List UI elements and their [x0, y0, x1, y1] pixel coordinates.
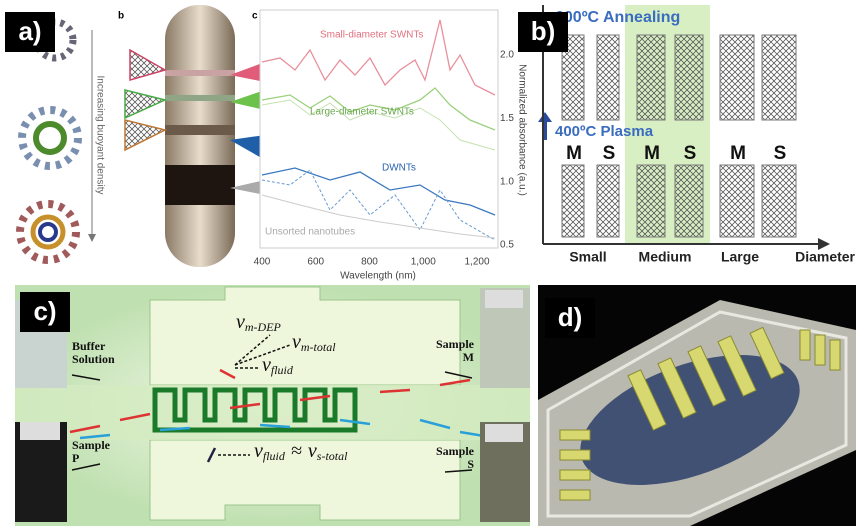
nanotube: [719, 34, 755, 121]
annealing-label: 600ºC Annealing: [555, 9, 680, 26]
panel-label-box: [545, 298, 595, 338]
curve-label: Small-diameter SWNTs: [320, 30, 423, 41]
y-tick-label: 2.0: [500, 50, 514, 61]
plot-area: [259, 9, 499, 249]
panel-label: c): [33, 296, 56, 326]
x-tick-label: 600: [307, 257, 324, 268]
type-label: M: [566, 143, 582, 164]
x-tick-label: 400: [254, 257, 271, 268]
tube: [165, 5, 235, 267]
type-label: S: [603, 143, 616, 164]
panel-label: a): [18, 16, 41, 46]
y-tick-label: 0.5: [500, 240, 514, 251]
panel-label-box: [518, 12, 568, 52]
type-label: S: [774, 143, 787, 164]
equation: vm-total: [292, 331, 336, 354]
panel-label: b): [531, 16, 556, 46]
arrow-label: Increasing buoyant density: [94, 76, 105, 195]
nanotube: [561, 164, 585, 238]
type-label: M: [730, 143, 746, 164]
nanotube: [761, 34, 797, 121]
sub-label: b: [118, 11, 124, 22]
curve-label: DWNTs: [382, 163, 416, 174]
nanotube: [561, 34, 585, 121]
nanotube: [596, 164, 620, 238]
axis-label: Diameter: [795, 249, 855, 265]
buffer-label: Buffer Solution: [72, 339, 115, 366]
plasma-label: 400ºC Plasma: [555, 123, 654, 140]
equation: vfluid: [262, 354, 294, 377]
nanotube: [761, 164, 797, 238]
equation: vm-DEP: [236, 311, 282, 334]
panel-label-box: [20, 292, 70, 332]
sub-label: c: [252, 11, 258, 22]
diameter-label: Medium: [639, 249, 692, 265]
diameter-label: Large: [721, 249, 759, 265]
panel-label-box: [5, 12, 55, 52]
nanotube: [596, 34, 620, 121]
panel-label: d): [558, 302, 583, 332]
nanotube: [636, 164, 666, 238]
nanotube: [636, 34, 666, 121]
y-axis-label: Normalized absorbance (a.u.): [516, 64, 527, 196]
sample-m-label: Sample M: [436, 337, 475, 364]
type-label: M: [644, 143, 660, 164]
molecules: [16, 18, 82, 264]
x-tick-label: 1,200: [464, 257, 489, 268]
y-tick-label: 1.5: [500, 113, 514, 124]
x-tick-label: 800: [361, 257, 378, 268]
x-axis-label: Wavelength (nm): [340, 271, 416, 282]
curve-label: Large-diameter SWNTs: [310, 107, 414, 118]
equation: vfluid ≈ vs-total: [254, 440, 348, 463]
type-label: S: [684, 143, 697, 164]
nanotube: [674, 34, 704, 121]
panel-c: vm-DEP vm-total vfluid vfluid ≈ vs-total B…: [15, 285, 530, 526]
panel-a: Increasing buoyant density b c Small-dia…: [5, 5, 527, 282]
sample-s-label: Sample S: [436, 444, 475, 471]
arrow-head: [88, 234, 96, 242]
panel-d: d): [538, 285, 856, 526]
nanotube: [674, 164, 704, 238]
curve-label: Unsorted nanotubes: [265, 227, 355, 238]
nanotube: [719, 164, 755, 238]
diameter-label: Small: [569, 249, 606, 265]
x-tick-label: 1,000: [411, 257, 436, 268]
sample-p-label: Sample P: [72, 438, 111, 465]
y-tick-label: 1.0: [500, 176, 514, 187]
